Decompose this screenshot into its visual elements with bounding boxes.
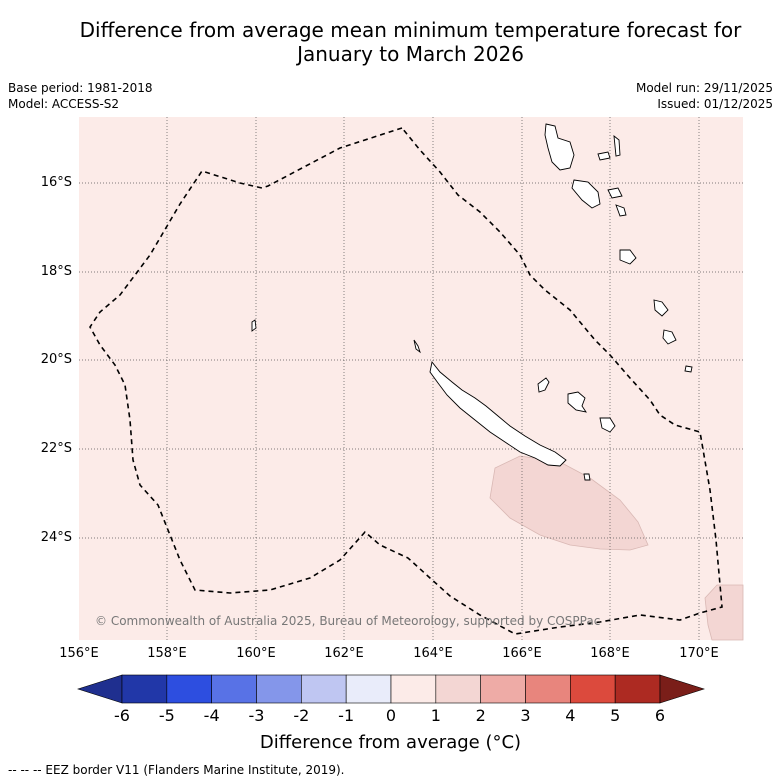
colorbar-tick-label: 2 (475, 706, 486, 725)
lon-label: 158°E (147, 646, 187, 661)
colorbar-tick-label: 5 (610, 706, 621, 725)
lon-label: 168°E (590, 646, 630, 661)
loyalty-island-lifou (567, 391, 587, 413)
maewo-pentecost (613, 134, 621, 157)
colorbar-extend-high (659, 674, 705, 704)
colorbar-swatch (614, 674, 661, 704)
colorbar-tick-label: -3 (248, 706, 265, 725)
anomaly-patch-main (489, 455, 649, 551)
efate (619, 249, 637, 265)
loyalty-island-mare (599, 417, 616, 433)
colorbar-tick-label: -5 (158, 706, 175, 725)
lon-label: 166°E (502, 646, 542, 661)
issued-date: Issued: 01/12/2025 (657, 97, 773, 111)
chart-title: Difference from average mean minimum tem… (0, 18, 781, 66)
colorbar-swatch (121, 674, 168, 704)
anomaly-patch-corner (704, 584, 744, 641)
meta-right: Model run: 29/11/2025 Issued: 01/12/2025 (636, 80, 773, 112)
colorbar-tick-label: 0 (385, 706, 397, 725)
lat-label: 18°S (40, 264, 72, 279)
model-name: Model: ACCESS-S2 (8, 97, 120, 111)
title-line-2: January to March 2026 (297, 42, 524, 66)
gridlines (79, 117, 743, 640)
epi (615, 204, 627, 217)
map-background (79, 117, 743, 640)
lat-label: 20°S (40, 352, 72, 367)
eez-border (89, 127, 723, 635)
colorbar-swatch (390, 674, 437, 704)
lon-label: 170°E (679, 646, 719, 661)
colorbar-swatch (166, 674, 212, 704)
chesterfield-islet (251, 319, 257, 332)
colorbar-swatch (345, 674, 392, 704)
tanna (662, 329, 677, 345)
erromango (653, 299, 669, 317)
colorbar-extend-low (77, 674, 123, 704)
loyalty-island-ouvea (537, 377, 550, 393)
lon-label: 156°E (59, 646, 99, 661)
lon-label: 164°E (413, 646, 453, 661)
lat-label: 22°S (40, 441, 72, 456)
colorbar-tick-label: 4 (565, 706, 576, 725)
colorbar-swatch (525, 674, 571, 704)
colorbar-tick-label: -4 (203, 706, 220, 725)
base-period: Base period: 1981-2018 (8, 81, 153, 95)
colorbar-tick-label: -1 (338, 706, 355, 725)
title-line-1: Difference from average mean minimum tem… (79, 18, 742, 42)
lon-label: 160°E (236, 646, 276, 661)
model-run: Model run: 29/11/2025 (635, 81, 773, 95)
lat-label: 24°S (40, 530, 72, 545)
eez-footnote: -- -- -- EEZ border V11 (Flanders Marine… (8, 763, 345, 777)
colorbar-label: Difference from average (°C) (259, 732, 522, 753)
colorbar-swatch (211, 674, 257, 704)
colorbar-swatch (301, 674, 347, 704)
ambrym (607, 187, 623, 199)
copyright-watermark: © Commonwealth of Australia 2025, Bureau… (95, 614, 601, 628)
malekula (571, 179, 601, 209)
colorbar-swatch (570, 674, 616, 704)
aneityum (684, 365, 693, 373)
land-outlines (251, 123, 693, 481)
espiritu-santo (544, 123, 575, 171)
lat-label: 16°S (40, 175, 72, 190)
colorbar-tick-label: -6 (114, 706, 130, 725)
lon-label: 162°E (324, 646, 364, 661)
colorbar-tick-label: -2 (293, 706, 310, 725)
colorbar-tick-label: 1 (430, 706, 441, 725)
ambae (597, 151, 611, 161)
colorbar-tick-label: 6 (654, 706, 666, 725)
meta-left: Base period: 1981-2018 Model: ACCESS-S2 (8, 80, 153, 112)
belep-islands (413, 339, 421, 354)
colorbar-swatch (435, 674, 481, 704)
colorbar-swatch (480, 674, 526, 704)
colorbar-swatch (256, 674, 302, 704)
isle-of-pines (583, 473, 591, 481)
new-caledonia-island (429, 360, 567, 467)
colorbar-tick-label: 3 (520, 706, 531, 725)
